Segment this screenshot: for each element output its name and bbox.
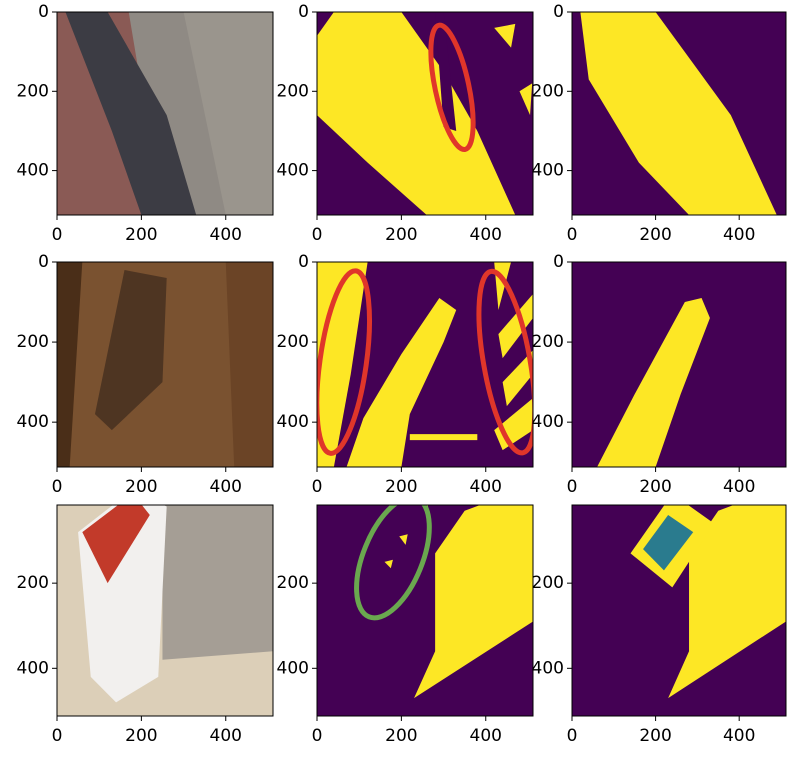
- y-tick-label: 400: [277, 161, 309, 181]
- y-tick-label: 400: [277, 658, 309, 678]
- x-tick-label: 200: [639, 225, 671, 245]
- panel: 0 200 400 200 400: [277, 485, 533, 746]
- panel-image: [57, 12, 273, 215]
- panel: 0 200 400 200 400: [17, 485, 273, 746]
- x-tick-label: 400: [723, 726, 755, 746]
- x-tick-label: 0: [312, 477, 323, 497]
- x-tick-label: 400: [210, 726, 242, 746]
- panel-image: [57, 485, 273, 716]
- x-tick-label: 200: [125, 225, 157, 245]
- region: [410, 434, 478, 440]
- panel: 0 200 400 0 200 400: [17, 2, 273, 245]
- x-tick-label: 0: [312, 726, 323, 746]
- x-tick-label: 0: [52, 225, 63, 245]
- y-tick-label: 0: [298, 2, 309, 22]
- y-tick-label: 400: [532, 658, 564, 678]
- y-tick-label: 400: [532, 161, 564, 181]
- x-tick-label: 400: [723, 477, 755, 497]
- x-tick-label: 400: [210, 477, 242, 497]
- y-tick-label: 0: [298, 252, 309, 272]
- y-tick-label: 400: [17, 161, 49, 181]
- x-tick-label: 200: [125, 726, 157, 746]
- x-tick-label: 0: [567, 477, 578, 497]
- y-tick-label: 200: [532, 81, 564, 101]
- y-tick-label: 0: [38, 2, 49, 22]
- y-tick-label: 200: [277, 573, 309, 593]
- x-tick-label: 400: [470, 477, 502, 497]
- y-tick-label: 200: [17, 573, 49, 593]
- panel-image: [572, 12, 786, 215]
- y-tick-label: 200: [17, 81, 49, 101]
- x-tick-label: 0: [567, 225, 578, 245]
- panel-image: [307, 262, 545, 467]
- x-tick-label: 200: [639, 477, 671, 497]
- y-tick-label: 200: [532, 573, 564, 593]
- y-tick-label: 0: [38, 252, 49, 272]
- x-tick-label: 0: [312, 225, 323, 245]
- panel: 0 200 400 0 200 400: [277, 2, 533, 245]
- y-tick-label: 400: [532, 412, 564, 432]
- panel-image: [57, 262, 273, 467]
- x-tick-label: 0: [52, 477, 63, 497]
- panel: 0 200 400 0 200 400: [532, 252, 786, 497]
- y-tick-label: 400: [277, 412, 309, 432]
- x-tick-label: 400: [470, 225, 502, 245]
- region: [162, 485, 273, 660]
- figure: 0 200 400 0 200 400 0 200 400 0 200 400 0 200 400 0 200 4…: [0, 0, 797, 761]
- y-tick-label: 200: [277, 332, 309, 352]
- y-tick-label: 200: [532, 332, 564, 352]
- x-tick-label: 200: [385, 225, 417, 245]
- panel-image: [317, 12, 533, 215]
- x-tick-label: 0: [52, 726, 63, 746]
- panel: 0 200 400 0 200 400: [277, 252, 546, 497]
- y-tick-label: 200: [17, 332, 49, 352]
- x-tick-label: 400: [470, 726, 502, 746]
- x-tick-label: 200: [639, 726, 671, 746]
- y-tick-label: 200: [277, 81, 309, 101]
- x-tick-label: 0: [567, 726, 578, 746]
- panel-image: [572, 485, 786, 716]
- x-tick-label: 400: [210, 225, 242, 245]
- panel-image: [572, 262, 786, 467]
- y-tick-label: 400: [17, 412, 49, 432]
- y-tick-label: 0: [553, 2, 564, 22]
- panel: 0 200 400 0 200 400: [532, 2, 786, 245]
- x-tick-label: 200: [385, 477, 417, 497]
- panel: 0 200 400 200 400: [532, 485, 786, 746]
- x-tick-label: 400: [723, 225, 755, 245]
- x-tick-label: 200: [385, 726, 417, 746]
- panel-image: [317, 485, 533, 716]
- y-tick-label: 400: [17, 658, 49, 678]
- panel: 0 200 400 0 200 400: [17, 252, 273, 497]
- x-tick-label: 200: [125, 477, 157, 497]
- y-tick-label: 0: [553, 252, 564, 272]
